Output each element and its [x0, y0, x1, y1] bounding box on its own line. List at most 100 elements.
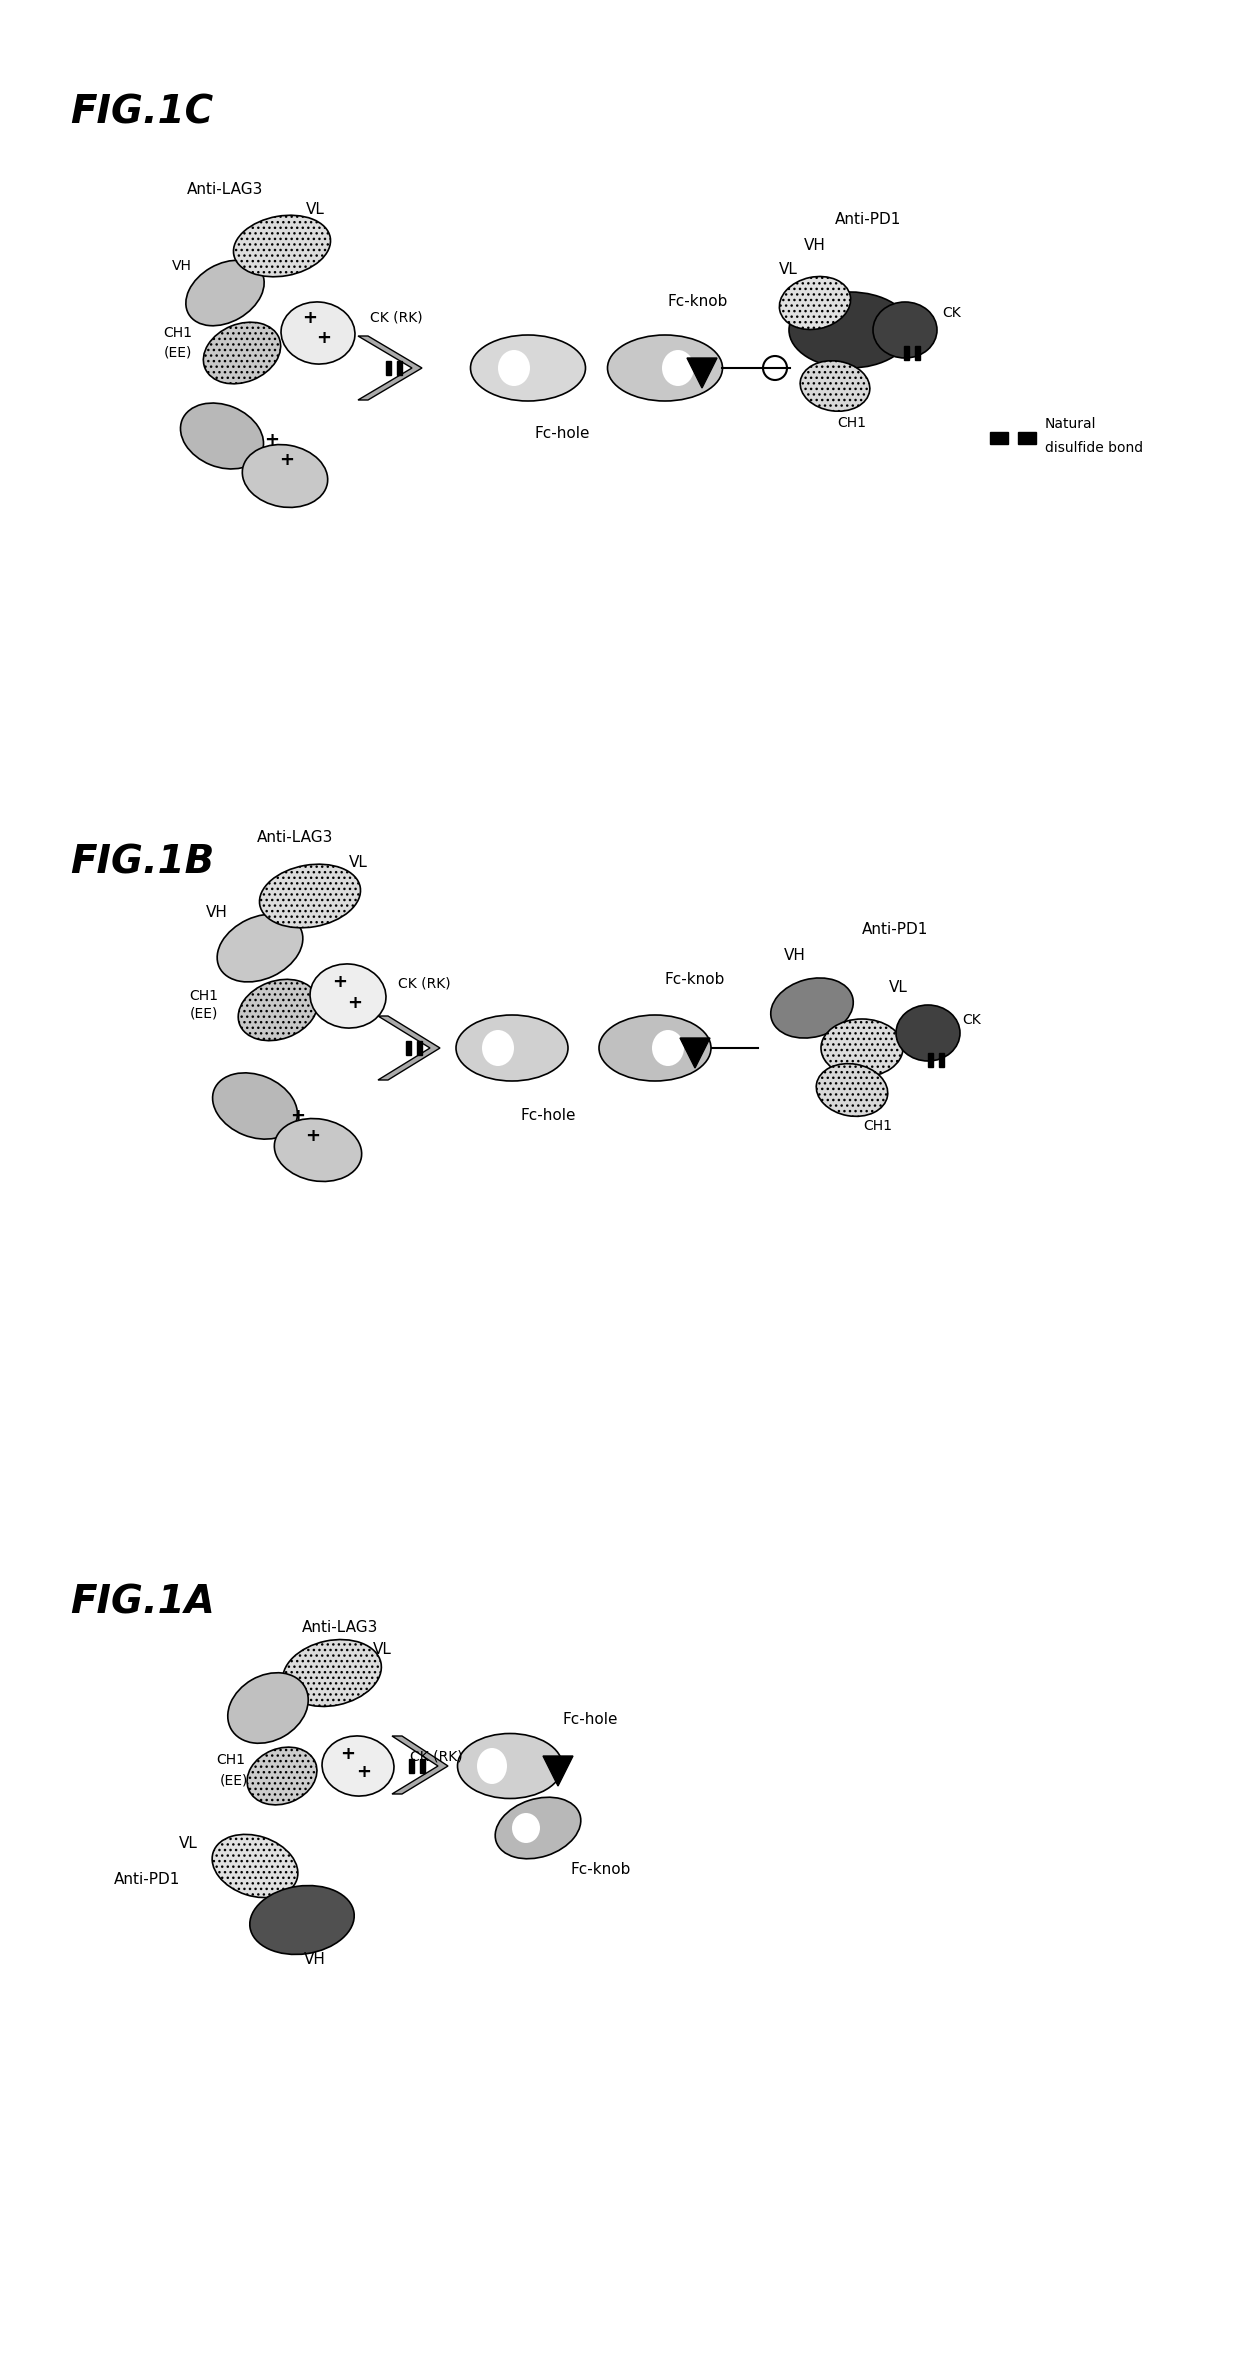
Text: Fc-knob: Fc-knob — [665, 971, 725, 988]
Bar — [418, 1040, 422, 1054]
Ellipse shape — [456, 1014, 568, 1080]
Bar — [1018, 432, 1035, 443]
Ellipse shape — [873, 302, 937, 358]
Text: CK: CK — [942, 307, 961, 321]
Ellipse shape — [228, 1672, 309, 1743]
Text: +: + — [341, 1745, 356, 1764]
Text: +: + — [347, 995, 362, 1012]
Text: VH: VH — [172, 259, 192, 274]
Text: CK (RK): CK (RK) — [398, 976, 450, 990]
Ellipse shape — [281, 302, 355, 363]
Text: +: + — [357, 1764, 372, 1780]
Ellipse shape — [322, 1735, 394, 1797]
Text: +: + — [305, 1127, 320, 1146]
Bar — [915, 347, 920, 361]
Text: +: + — [303, 309, 317, 328]
Ellipse shape — [789, 292, 911, 368]
Text: Fc-hole: Fc-hole — [534, 427, 590, 441]
Text: VL: VL — [889, 981, 908, 995]
Polygon shape — [687, 358, 717, 389]
Ellipse shape — [662, 349, 694, 387]
Text: VL: VL — [372, 1644, 392, 1658]
Bar — [939, 1054, 944, 1068]
Text: VL: VL — [348, 856, 367, 870]
Text: FIG.1C: FIG.1C — [69, 94, 213, 132]
Text: Fc-knob: Fc-knob — [668, 295, 728, 309]
Ellipse shape — [608, 335, 723, 401]
Ellipse shape — [212, 1073, 298, 1139]
Polygon shape — [358, 335, 422, 401]
Bar — [409, 1759, 414, 1773]
Text: (EE): (EE) — [164, 347, 192, 361]
Text: Fc-knob: Fc-knob — [570, 1863, 630, 1877]
Ellipse shape — [800, 361, 869, 410]
Text: VH: VH — [784, 948, 806, 964]
Ellipse shape — [186, 259, 264, 325]
Ellipse shape — [238, 979, 317, 1040]
Ellipse shape — [203, 323, 280, 384]
Ellipse shape — [217, 915, 303, 981]
Bar — [904, 347, 909, 361]
Polygon shape — [378, 1016, 440, 1080]
Text: VH: VH — [206, 905, 228, 920]
Ellipse shape — [498, 349, 529, 387]
Ellipse shape — [816, 1063, 888, 1115]
Text: FIG.1A: FIG.1A — [69, 1585, 215, 1622]
Bar — [397, 361, 402, 375]
Polygon shape — [392, 1735, 448, 1794]
Text: CH1: CH1 — [162, 325, 192, 340]
Text: VL: VL — [179, 1835, 198, 1851]
Ellipse shape — [652, 1030, 684, 1066]
Ellipse shape — [482, 1030, 515, 1066]
Ellipse shape — [181, 403, 264, 469]
Text: CK (RK): CK (RK) — [410, 1750, 463, 1764]
Text: CH1: CH1 — [216, 1752, 246, 1766]
Text: FIG.1B: FIG.1B — [69, 844, 215, 882]
Ellipse shape — [477, 1747, 507, 1785]
Ellipse shape — [780, 276, 851, 330]
Text: CK: CK — [962, 1014, 981, 1028]
Ellipse shape — [242, 446, 327, 507]
Text: disulfide bond: disulfide bond — [1045, 441, 1143, 455]
Ellipse shape — [458, 1733, 563, 1799]
Text: VH: VH — [304, 1952, 326, 1967]
Ellipse shape — [249, 1886, 355, 1955]
Text: Anti-LAG3: Anti-LAG3 — [257, 830, 334, 847]
Text: Anti-PD1: Anti-PD1 — [862, 922, 929, 938]
Text: CH1: CH1 — [863, 1120, 893, 1132]
Text: Anti-LAG3: Anti-LAG3 — [301, 1620, 378, 1636]
Text: (EE): (EE) — [219, 1773, 248, 1787]
Bar — [387, 361, 391, 375]
Polygon shape — [543, 1757, 573, 1785]
Text: (EE): (EE) — [190, 1007, 218, 1021]
Ellipse shape — [821, 1019, 903, 1078]
Text: Anti-PD1: Anti-PD1 — [835, 212, 901, 226]
Text: Anti-PD1: Anti-PD1 — [114, 1872, 180, 1886]
Text: CH1: CH1 — [837, 415, 867, 429]
Ellipse shape — [233, 215, 331, 276]
Ellipse shape — [274, 1118, 362, 1181]
Ellipse shape — [495, 1797, 580, 1858]
Ellipse shape — [897, 1005, 960, 1061]
Text: +: + — [279, 450, 294, 469]
Ellipse shape — [599, 1014, 711, 1080]
Ellipse shape — [212, 1835, 298, 1898]
Text: Natural: Natural — [1045, 417, 1096, 432]
Text: Fc-hole: Fc-hole — [521, 1108, 575, 1122]
Text: +: + — [264, 432, 279, 448]
Ellipse shape — [771, 979, 853, 1038]
Text: CH1: CH1 — [188, 988, 218, 1002]
Bar — [929, 1054, 932, 1068]
Text: Fc-hole: Fc-hole — [562, 1712, 618, 1728]
Polygon shape — [680, 1038, 711, 1068]
Ellipse shape — [310, 964, 386, 1028]
Ellipse shape — [470, 335, 585, 401]
Ellipse shape — [247, 1747, 317, 1804]
Text: +: + — [332, 974, 347, 990]
Ellipse shape — [283, 1639, 382, 1707]
Bar — [990, 432, 1008, 443]
Text: VL: VL — [305, 203, 325, 217]
Ellipse shape — [259, 865, 361, 927]
Text: +: + — [316, 330, 331, 347]
Bar — [407, 1040, 410, 1054]
